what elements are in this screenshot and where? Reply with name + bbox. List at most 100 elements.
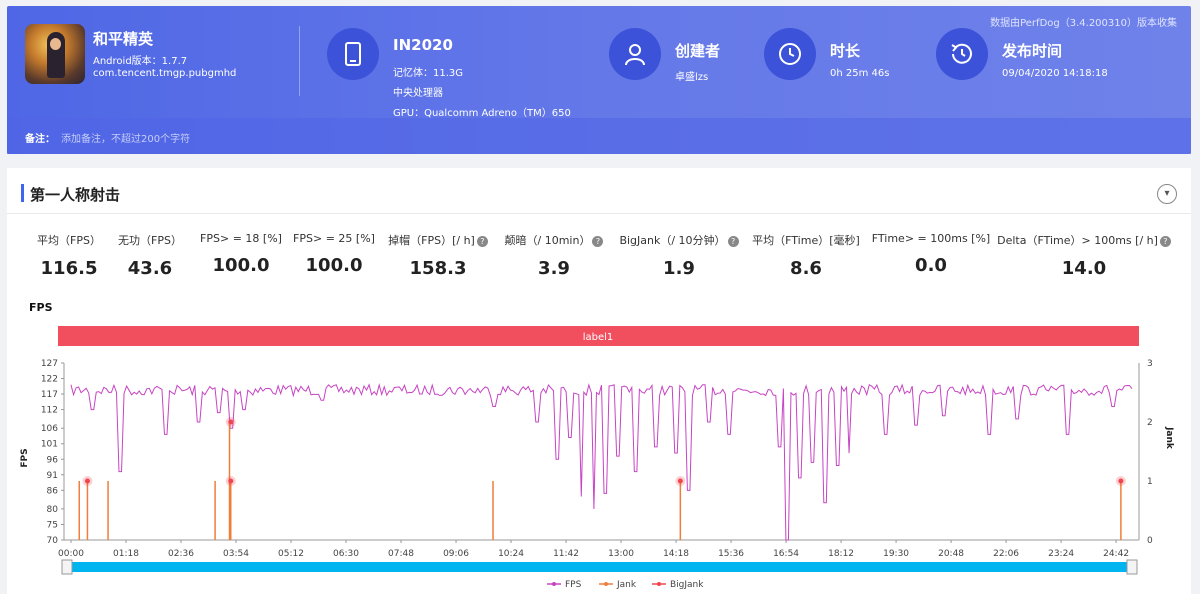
- device-cpu: 中央处理器: [393, 88, 443, 99]
- y-tick-label: 86: [47, 486, 59, 496]
- help-icon[interactable]: ?: [476, 235, 488, 247]
- x-tick-label: 14:18: [663, 549, 689, 559]
- creator-value: 卓盛lzs: [675, 72, 709, 83]
- metric-4: 掉帽（FPS）[/ h]? 158.3: [348, 232, 528, 279]
- metric-value: 100.0: [305, 255, 363, 276]
- duration-title: 时长: [830, 42, 861, 60]
- metric-label: FTime> = 100ms [%]: [871, 232, 991, 245]
- metric-label: FPS> = 25 [%]: [293, 232, 375, 245]
- label-band: [58, 326, 1139, 346]
- legend-label: Jank: [616, 580, 637, 590]
- y2-tick-label: 0: [1147, 536, 1153, 546]
- range-handle-left: [61, 559, 73, 575]
- legend-dot: [604, 582, 608, 586]
- bigjank-point: [228, 419, 234, 425]
- report-panel: 第一人称射击 ▾ 平均（FPS） 116.5 无功（FPS） 43.6 FPS> = 1…: [7, 168, 1191, 594]
- x-tick-label: 22:06: [993, 549, 1019, 559]
- metric-value: 100.0: [212, 255, 270, 276]
- x-tick-label: 18:12: [828, 549, 854, 559]
- metric-0: 平均（FPS） 116.5: [0, 232, 159, 279]
- y2-axis-label: Jank: [1164, 426, 1174, 450]
- legend-label: FPS: [565, 580, 582, 590]
- metric-value: 8.6: [790, 258, 822, 279]
- metric-label: BigJank（/ 10分钟）?: [589, 232, 769, 248]
- app-version: Android版本：1.7.7: [93, 56, 188, 67]
- y-tick-label: 112: [41, 406, 58, 416]
- metric-value: 3.9: [538, 258, 570, 279]
- metric-label: 无功（FPS）: [118, 234, 182, 247]
- y-tick-label: 75: [47, 520, 58, 530]
- device-gpu: GPU：Qualcomm Adreno（TM）650: [393, 108, 571, 119]
- range-handle-right: [1126, 559, 1138, 575]
- chevron-down-icon[interactable]: ▾: [1157, 184, 1177, 204]
- metric-value: 1.9: [663, 258, 695, 279]
- bigjank-point: [228, 478, 234, 484]
- y-axis-label: FPS: [20, 448, 30, 467]
- y2-tick-label: 3: [1147, 359, 1153, 369]
- remark-label: 备注：: [25, 134, 55, 145]
- report-header: 数据由PerfDog（3.4.200310）版本收集 和平精英 Android版…: [7, 6, 1191, 154]
- section-divider: [7, 213, 1191, 214]
- remark-bar: 备注： 添加备注，不超过200个字符: [7, 118, 1191, 154]
- metric-label: 平均（FTime）[毫秒]: [752, 234, 860, 247]
- device-name: IN2020: [393, 36, 453, 54]
- x-tick-label: 15:36: [718, 549, 744, 559]
- app-package: com.tencent.tmgp.pubgmhd: [93, 68, 237, 79]
- help-icon[interactable]: ?: [1159, 235, 1171, 247]
- legend-dot: [552, 582, 556, 586]
- metric-label: FPS> = 18 [%]: [200, 232, 282, 245]
- y-tick-label: 101: [41, 440, 58, 450]
- metric-label: 平均（FPS）: [37, 234, 101, 247]
- source-note: 数据由PerfDog（3.4.200310）版本收集: [990, 18, 1177, 29]
- bigjank-point: [84, 478, 90, 484]
- x-tick-label: 06:30: [333, 549, 359, 559]
- metric-5: 颠暗（/ 10min）? 3.9: [464, 232, 644, 279]
- phone-icon: [327, 28, 379, 80]
- metric-value: 43.6: [127, 258, 173, 279]
- x-tick-label: 19:30: [883, 549, 909, 559]
- y-tick-label: 91: [47, 471, 58, 481]
- x-tick-label: 24:42: [1103, 549, 1129, 559]
- x-tick-label: 10:24: [498, 549, 524, 559]
- fps-series-line: [70, 382, 1133, 541]
- chart-title: FPS: [29, 301, 53, 314]
- duration-value: 0h 25m 46s: [830, 68, 890, 79]
- help-icon[interactable]: ?: [592, 235, 604, 247]
- metric-value: 158.3: [409, 258, 467, 279]
- published-title: 发布时间: [1002, 42, 1063, 60]
- x-tick-label: 05:12: [278, 549, 304, 559]
- label-band-text: label1: [583, 332, 614, 343]
- x-tick-label: 20:48: [938, 549, 964, 559]
- metric-9: Delta（FTime）> 100ms [/ h]? 14.0: [994, 232, 1174, 279]
- metric-6: BigJank（/ 10分钟）? 1.9: [589, 232, 769, 279]
- y2-tick-label: 1: [1147, 477, 1153, 487]
- x-tick-label: 13:00: [608, 549, 634, 559]
- header-divider: [299, 26, 300, 96]
- metric-7: 平均（FTime）[毫秒] 8.6: [716, 232, 896, 279]
- x-tick-label: 11:42: [553, 549, 579, 559]
- metric-value: 0.0: [915, 255, 947, 276]
- y-tick-label: 117: [41, 390, 58, 400]
- x-tick-label: 01:18: [113, 549, 139, 559]
- metric-label: Delta（FTime）> 100ms [/ h]?: [994, 232, 1174, 248]
- fps-chart: label17075808691961011061121171221270123…: [20, 326, 1174, 590]
- y-tick-label: 106: [41, 424, 58, 434]
- metric-1: 无功（FPS） 43.6: [60, 232, 240, 279]
- y-tick-label: 96: [47, 455, 59, 465]
- legend-label: BigJank: [670, 580, 704, 590]
- x-tick-label: 23:24: [1048, 549, 1074, 559]
- app-icon: [25, 24, 85, 84]
- x-tick-label: 00:00: [58, 549, 84, 559]
- y-tick-label: 122: [41, 375, 58, 385]
- x-tick-label: 09:06: [443, 549, 469, 559]
- remark-input[interactable]: 添加备注，不超过200个字符: [61, 134, 191, 145]
- section-accent: [21, 184, 24, 202]
- help-icon[interactable]: ?: [727, 235, 739, 247]
- metric-label: 颠暗（/ 10min）?: [464, 232, 644, 248]
- y2-tick-label: 2: [1147, 418, 1153, 428]
- section-title: 第一人称射击: [30, 186, 121, 204]
- x-tick-label: 02:36: [168, 549, 194, 559]
- device-memory: 记忆体：11.3G: [393, 68, 464, 79]
- bigjank-point: [677, 478, 683, 484]
- creator-title: 创建者: [675, 42, 721, 60]
